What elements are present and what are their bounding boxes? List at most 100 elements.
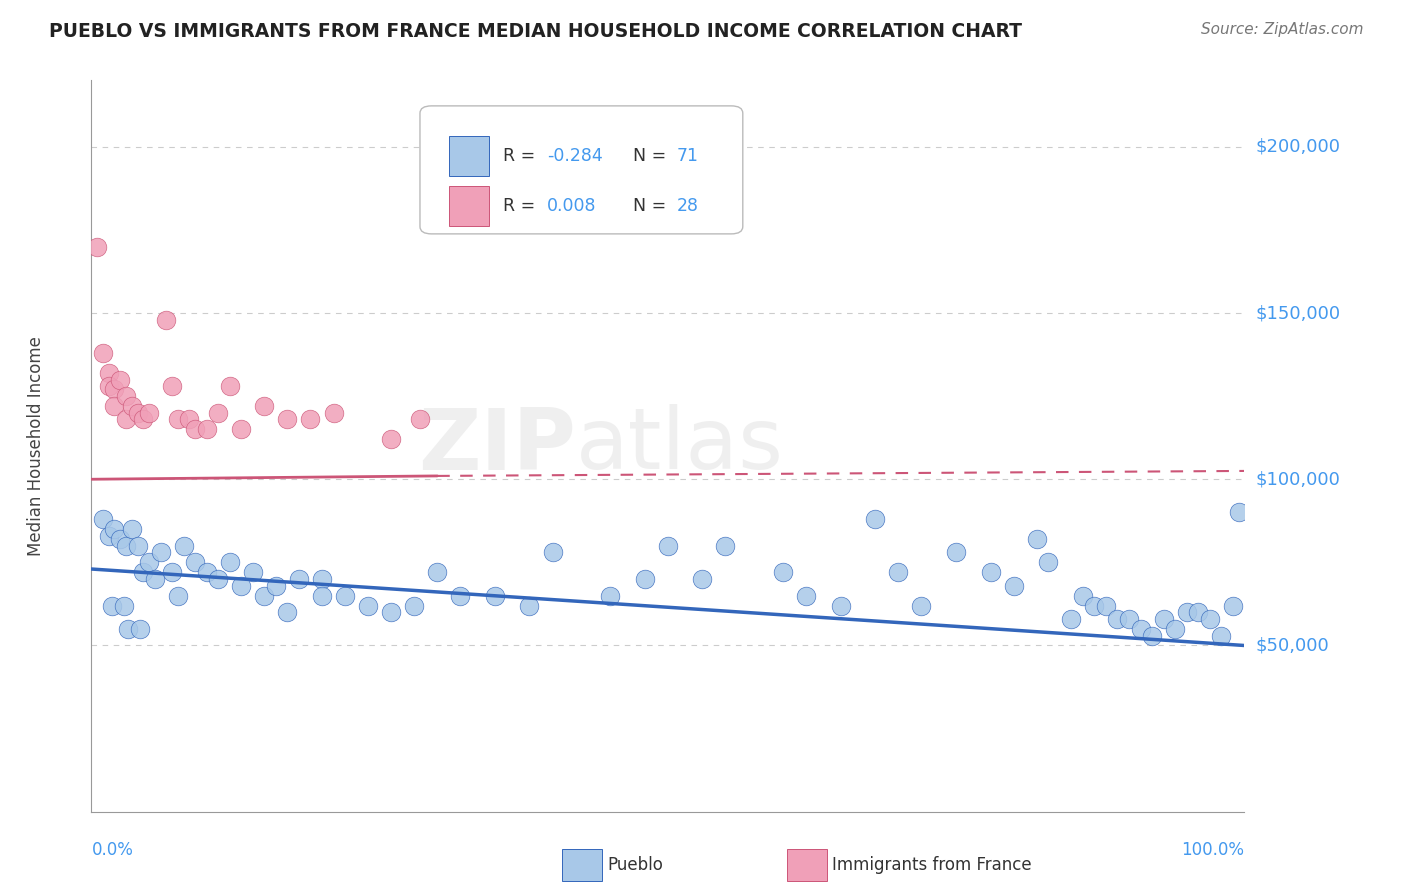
- Point: [143, 572, 166, 586]
- Point: [138, 406, 160, 420]
- Point: [149, 545, 172, 559]
- Text: Pueblo: Pueblo: [607, 856, 664, 874]
- Text: $50,000: $50,000: [1256, 637, 1330, 655]
- Point: [1107, 612, 1129, 626]
- Point: [218, 379, 240, 393]
- Point: [253, 399, 276, 413]
- Point: [484, 589, 506, 603]
- Point: [1164, 622, 1187, 636]
- Point: [112, 599, 135, 613]
- Point: [121, 399, 143, 413]
- Point: [179, 412, 201, 426]
- Point: [1153, 612, 1175, 626]
- Point: [195, 422, 218, 436]
- Point: [1129, 622, 1152, 636]
- Point: [1211, 628, 1233, 642]
- Point: [115, 412, 138, 426]
- Point: [714, 539, 737, 553]
- Point: [357, 599, 380, 613]
- Point: [887, 566, 910, 580]
- Point: [132, 412, 155, 426]
- Point: [772, 566, 794, 580]
- Bar: [449, 136, 489, 177]
- Point: [128, 622, 150, 636]
- Point: [207, 406, 229, 420]
- Point: [1140, 628, 1163, 642]
- Text: 28: 28: [678, 197, 699, 215]
- Point: [218, 555, 240, 569]
- Point: [1095, 599, 1118, 613]
- Text: Source: ZipAtlas.com: Source: ZipAtlas.com: [1201, 22, 1364, 37]
- Text: atlas: atlas: [575, 404, 783, 488]
- Point: [1222, 599, 1244, 613]
- Point: [160, 566, 183, 580]
- Point: [184, 422, 207, 436]
- Point: [404, 599, 426, 613]
- Point: [115, 389, 138, 403]
- Text: PUEBLO VS IMMIGRANTS FROM FRANCE MEDIAN HOUSEHOLD INCOME CORRELATION CHART: PUEBLO VS IMMIGRANTS FROM FRANCE MEDIAN …: [49, 22, 1022, 41]
- Point: [276, 605, 298, 619]
- Point: [103, 522, 125, 536]
- Text: 0.0%: 0.0%: [91, 841, 134, 859]
- Point: [160, 379, 183, 393]
- Text: $150,000: $150,000: [1256, 304, 1341, 322]
- Point: [288, 572, 311, 586]
- Text: N =: N =: [633, 147, 672, 165]
- Point: [541, 545, 564, 559]
- Point: [1025, 532, 1047, 546]
- Point: [166, 412, 188, 426]
- Point: [97, 379, 120, 393]
- Point: [945, 545, 967, 559]
- Point: [1071, 589, 1094, 603]
- Point: [380, 433, 402, 447]
- Point: [426, 566, 449, 580]
- Point: [121, 522, 143, 536]
- Point: [380, 605, 402, 619]
- Point: [276, 412, 298, 426]
- Point: [195, 566, 218, 580]
- Point: [264, 579, 287, 593]
- Point: [155, 312, 177, 326]
- Text: $200,000: $200,000: [1256, 137, 1341, 156]
- Point: [634, 572, 657, 586]
- Point: [794, 589, 817, 603]
- Text: R =: R =: [503, 197, 541, 215]
- Point: [657, 539, 679, 553]
- Point: [1038, 555, 1060, 569]
- Point: [231, 579, 253, 593]
- Point: [1175, 605, 1198, 619]
- Point: [231, 422, 253, 436]
- Point: [311, 572, 333, 586]
- Text: Immigrants from France: Immigrants from France: [832, 856, 1032, 874]
- Point: [599, 589, 621, 603]
- Text: R =: R =: [503, 147, 541, 165]
- Point: [86, 239, 108, 253]
- Point: [166, 589, 188, 603]
- Point: [101, 599, 124, 613]
- Point: [91, 512, 114, 526]
- Point: [253, 589, 276, 603]
- Point: [865, 512, 887, 526]
- Point: [103, 399, 125, 413]
- Point: [110, 372, 132, 386]
- Point: [91, 346, 114, 360]
- Point: [1187, 605, 1209, 619]
- Point: [97, 366, 120, 380]
- Text: -0.284: -0.284: [547, 147, 603, 165]
- Point: [910, 599, 932, 613]
- Point: [409, 412, 432, 426]
- Point: [115, 539, 138, 553]
- Point: [1002, 579, 1025, 593]
- Point: [692, 572, 714, 586]
- Point: [1060, 612, 1083, 626]
- Point: [980, 566, 1002, 580]
- Text: Median Household Income: Median Household Income: [27, 336, 45, 556]
- Point: [299, 412, 322, 426]
- Point: [117, 622, 139, 636]
- Point: [830, 599, 852, 613]
- Text: 100.0%: 100.0%: [1181, 841, 1244, 859]
- Point: [132, 566, 155, 580]
- Point: [449, 589, 471, 603]
- Text: N =: N =: [633, 197, 672, 215]
- Text: 71: 71: [678, 147, 699, 165]
